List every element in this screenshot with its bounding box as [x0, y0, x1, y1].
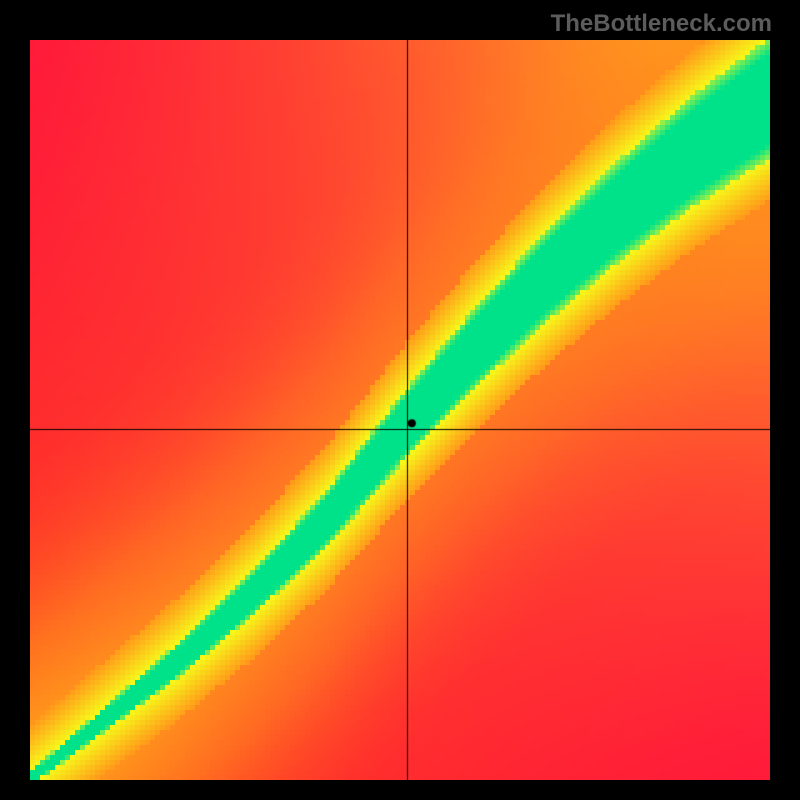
crosshair-overlay	[30, 40, 770, 780]
chart-container: TheBottleneck.com	[0, 0, 800, 800]
watermark-text: TheBottleneck.com	[551, 10, 772, 38]
